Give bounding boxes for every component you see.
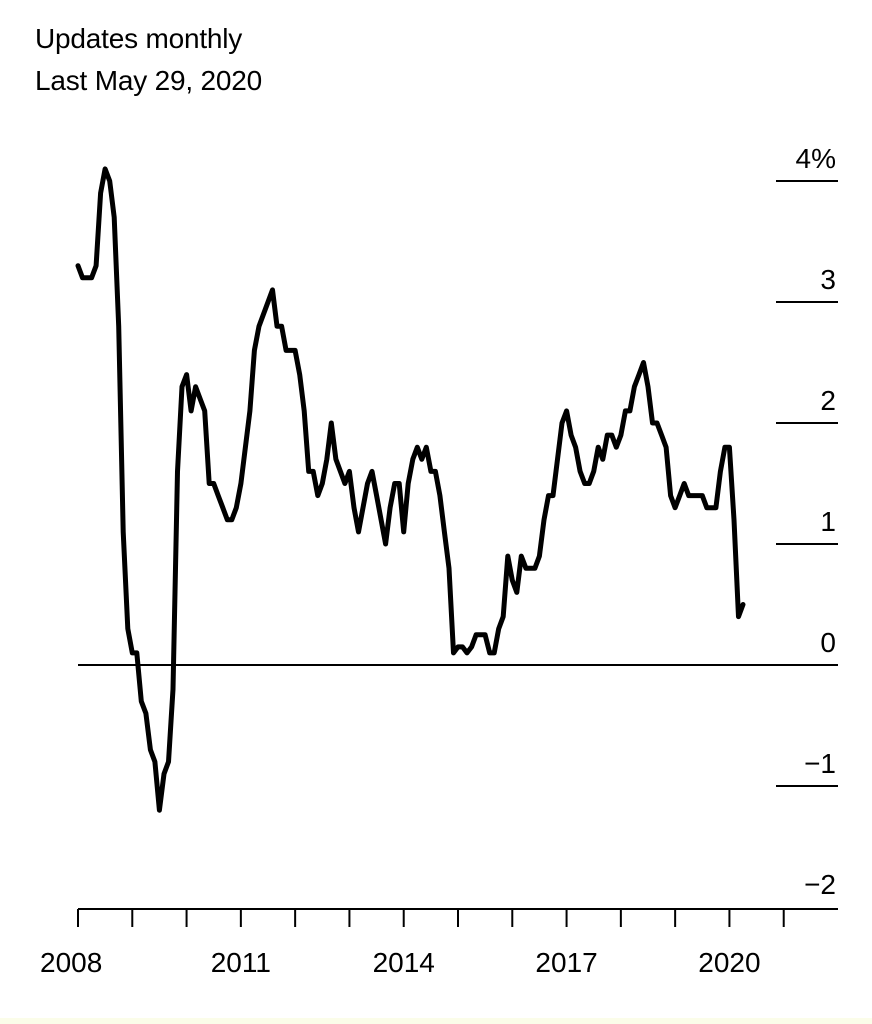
y-tick-label: 2 (820, 385, 836, 416)
x-tick-label: 2014 (373, 947, 435, 978)
bottom-band (0, 1018, 872, 1024)
y-tick-label: 3 (820, 264, 836, 295)
y-tick-label: 1 (820, 506, 836, 537)
x-tick-label: 2011 (211, 947, 271, 978)
x-tick-label: 2020 (698, 947, 760, 978)
chart-header: Updates monthly Last May 29, 2020 (35, 18, 262, 102)
series-line (75, 166, 746, 813)
last-updated-label: Last May 29, 2020 (35, 65, 262, 96)
x-tick-label: 2017 (535, 947, 597, 978)
y-tick-label: 4% (796, 143, 836, 174)
y-tick-label: 0 (820, 627, 836, 658)
update-frequency-label: Updates monthly (35, 23, 243, 54)
x-tick-label: 2008 (40, 947, 102, 978)
y-tick-label: −2 (804, 869, 836, 900)
y-tick-label: −1 (804, 748, 836, 779)
